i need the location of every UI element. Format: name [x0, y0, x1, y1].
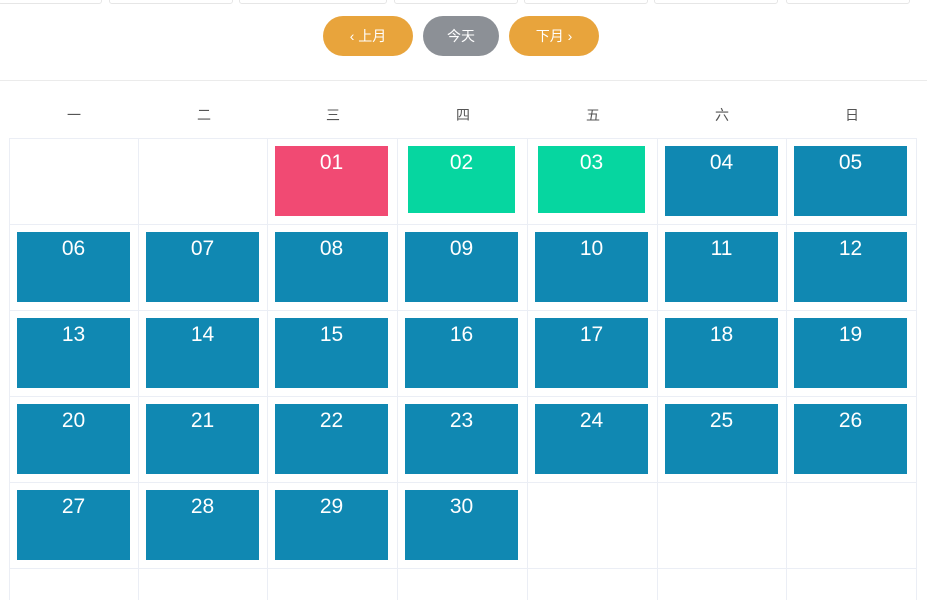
- day-cell[interactable]: 16: [405, 318, 518, 388]
- day-cell[interactable]: 12: [794, 232, 907, 302]
- grid-line: [9, 224, 917, 225]
- grid-line: [9, 396, 917, 397]
- day-cell[interactable]: 14: [146, 318, 259, 388]
- grid-line: [9, 138, 917, 139]
- day-cell[interactable]: 03: [538, 146, 645, 213]
- day-cell[interactable]: 22: [275, 404, 388, 474]
- grid-line: [138, 138, 139, 600]
- day-cell[interactable]: 18: [665, 318, 778, 388]
- grid-line: [527, 138, 528, 600]
- top-tab[interactable]: [654, 0, 778, 4]
- day-cell[interactable]: 11: [665, 232, 778, 302]
- grid-line: [267, 138, 268, 600]
- day-cell[interactable]: 10: [535, 232, 648, 302]
- day-cell[interactable]: 20: [17, 404, 130, 474]
- grid-line: [9, 482, 917, 483]
- top-tab[interactable]: [109, 0, 233, 4]
- day-cell[interactable]: 24: [535, 404, 648, 474]
- day-cell[interactable]: 17: [535, 318, 648, 388]
- month-navigation: ‹ 上月 今天 下月 ›: [0, 16, 927, 56]
- day-cell[interactable]: 30: [405, 490, 518, 560]
- day-cell[interactable]: 08: [275, 232, 388, 302]
- prev-month-button[interactable]: ‹ 上月: [323, 16, 413, 56]
- top-tab[interactable]: [0, 0, 102, 4]
- chevron-left-icon: ‹: [349, 28, 355, 44]
- calendar-grid: 01 02 03 04 05 06 07 08 09 10 11 12 13 14 15 16 17 18 19 20…: [9, 138, 917, 600]
- chevron-right-icon: ›: [567, 28, 573, 44]
- grid-line: [657, 138, 658, 600]
- day-cell[interactable]: 13: [17, 318, 130, 388]
- top-tab[interactable]: [394, 0, 518, 4]
- grid-line: [9, 568, 917, 569]
- today-label: 今天: [447, 28, 475, 44]
- day-cell[interactable]: 04: [665, 146, 778, 216]
- day-cell[interactable]: 05: [794, 146, 907, 216]
- day-cell[interactable]: 06: [17, 232, 130, 302]
- weekday-header: 一 二 三 四 五 六 日: [9, 100, 917, 130]
- grid-line: [9, 138, 10, 600]
- top-tab-strip: [0, 0, 927, 6]
- weekday-friday: 五: [586, 107, 600, 123]
- grid-line: [916, 138, 917, 600]
- day-cell[interactable]: 25: [665, 404, 778, 474]
- weekday-tuesday: 二: [197, 107, 211, 123]
- day-cell[interactable]: 28: [146, 490, 259, 560]
- day-cell[interactable]: 27: [17, 490, 130, 560]
- day-cell[interactable]: 26: [794, 404, 907, 474]
- grid-line: [786, 138, 787, 600]
- weekday-sunday: 日: [845, 107, 859, 123]
- day-cell[interactable]: 07: [146, 232, 259, 302]
- weekday-monday: 一: [67, 107, 81, 123]
- grid-line: [9, 310, 917, 311]
- today-button[interactable]: 今天: [423, 16, 499, 56]
- day-cell[interactable]: 09: [405, 232, 518, 302]
- weekday-saturday: 六: [715, 107, 729, 123]
- header-divider: [0, 80, 927, 81]
- day-cell[interactable]: 29: [275, 490, 388, 560]
- prev-month-label: 上月: [358, 28, 387, 44]
- day-cell[interactable]: 21: [146, 404, 259, 474]
- day-cell[interactable]: 15: [275, 318, 388, 388]
- next-month-label: 下月: [535, 28, 564, 44]
- day-cell[interactable]: 19: [794, 318, 907, 388]
- weekday-thursday: 四: [456, 107, 470, 123]
- top-tab[interactable]: [786, 0, 910, 4]
- day-cell[interactable]: 01: [275, 146, 388, 216]
- top-tab[interactable]: [239, 0, 387, 4]
- grid-line: [397, 138, 398, 600]
- next-month-button[interactable]: 下月 ›: [509, 16, 599, 56]
- day-cell[interactable]: 23: [405, 404, 518, 474]
- day-cell[interactable]: 02: [408, 146, 515, 213]
- top-tab[interactable]: [524, 0, 648, 4]
- weekday-wednesday: 三: [326, 107, 340, 123]
